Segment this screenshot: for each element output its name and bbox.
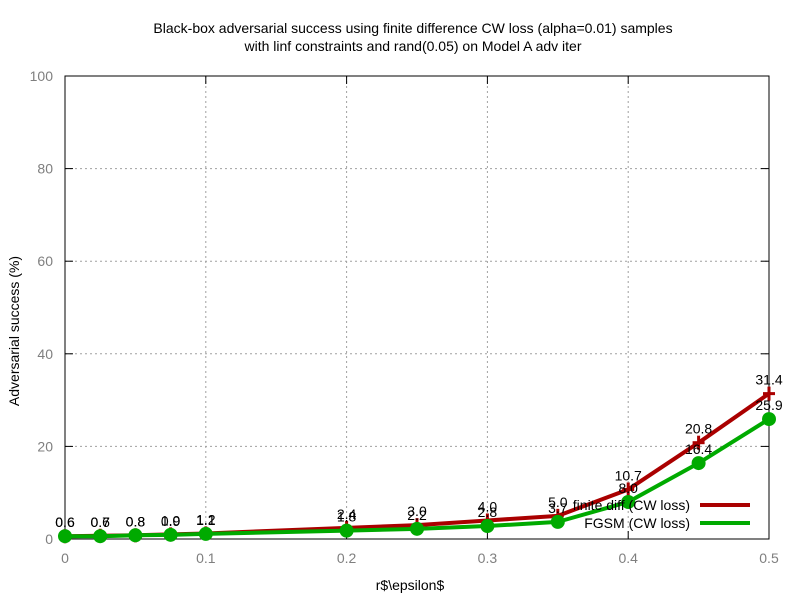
series-1-data-label: 20.8	[685, 421, 712, 437]
y-tick-label: 60	[37, 253, 53, 269]
data-labels: 0.6 0.7 0.8 1.0 1.2 2.4 3.0 4.0 5.010.720.831.40…	[55, 372, 783, 531]
x-tick-label: 0.3	[478, 550, 498, 566]
series-2-data-label: 2.8	[478, 504, 498, 520]
chart-title-line-2: with linf constraints and rand(0.05) on …	[244, 38, 582, 54]
series-2-point	[339, 523, 354, 538]
series-2-data-label: 25.9	[755, 397, 782, 413]
x-axis-label: r$\epsilon$	[376, 577, 445, 593]
series-2-data-label: 2.2	[407, 507, 427, 523]
series-2-point	[621, 494, 636, 509]
x-tick-label: 0	[61, 550, 69, 566]
series-1-data-label: 10.7	[615, 467, 642, 483]
y-tick-label: 100	[30, 68, 54, 84]
legend-label-series-1: finite diff (CW loss)	[573, 497, 690, 513]
series-2-point	[58, 529, 72, 544]
series-1-data-label: 5.0	[548, 494, 568, 510]
series-2-data-label: 16.4	[685, 441, 712, 457]
series-2-data-label: 3.7	[548, 500, 568, 516]
x-tick-label: 0.4	[618, 550, 638, 566]
series-2-data-label: 1.8	[337, 509, 357, 525]
series-1-point	[622, 482, 635, 497]
series	[58, 386, 776, 544]
series-2-data-label: 8.0	[618, 480, 638, 496]
y-tick-label: 40	[37, 346, 53, 362]
series-2-point	[93, 529, 108, 544]
plot-frame	[64, 75, 770, 540]
axis-ticks: 0 20 40 60 80 100 0 0.1 0.2 0.3 0.4 0.5	[30, 68, 779, 566]
grid	[65, 76, 769, 539]
series-2-data-label: 0.8	[126, 513, 146, 529]
series-2-point	[198, 526, 213, 541]
series-2-data-label: 0.6	[55, 514, 75, 530]
series-2-point	[691, 456, 706, 471]
x-tick-label: 0.1	[196, 550, 216, 566]
series-2-point	[128, 528, 143, 543]
series-1-data-label: 3.0	[407, 503, 427, 519]
series-1-data-label: 0.7	[90, 514, 110, 530]
x-tick-label: 0.2	[337, 550, 357, 566]
legend-label-series-2: FGSM (CW loss)	[584, 515, 690, 531]
y-tick-label: 80	[37, 161, 53, 177]
series-1-data-label: 1.2	[196, 511, 216, 527]
series-1-data-label: 4.0	[478, 498, 498, 514]
y-tick-label: 0	[45, 531, 53, 547]
series-2-point	[410, 521, 424, 536]
series-1-point	[763, 386, 775, 401]
series-1-data-label: 0.6	[55, 514, 75, 530]
legend: finite diff (CW loss) FGSM (CW loss)	[573, 497, 750, 531]
series-2-point	[762, 412, 776, 427]
y-axis-label: Adversarial success (%)	[6, 256, 22, 406]
series-2-point	[480, 519, 495, 534]
y-tick-label: 20	[37, 438, 53, 454]
series-2-data-label: 0.6	[90, 514, 110, 530]
series-1-data-label: 1.0	[161, 512, 181, 528]
series-2-data-label: 1.1	[196, 512, 216, 528]
series-2-point	[163, 527, 178, 542]
series-1-data-label: 0.8	[126, 513, 146, 529]
chart-title-line-1: Black-box adversarial success using fini…	[153, 20, 672, 36]
series-2-point	[550, 514, 565, 529]
series-1-data-label: 2.4	[337, 506, 357, 522]
series-1-point	[692, 435, 705, 450]
series-1-data-label: 31.4	[755, 372, 782, 388]
series-2-data-label: 0.9	[161, 513, 181, 529]
x-tick-label: 0.5	[759, 550, 779, 566]
